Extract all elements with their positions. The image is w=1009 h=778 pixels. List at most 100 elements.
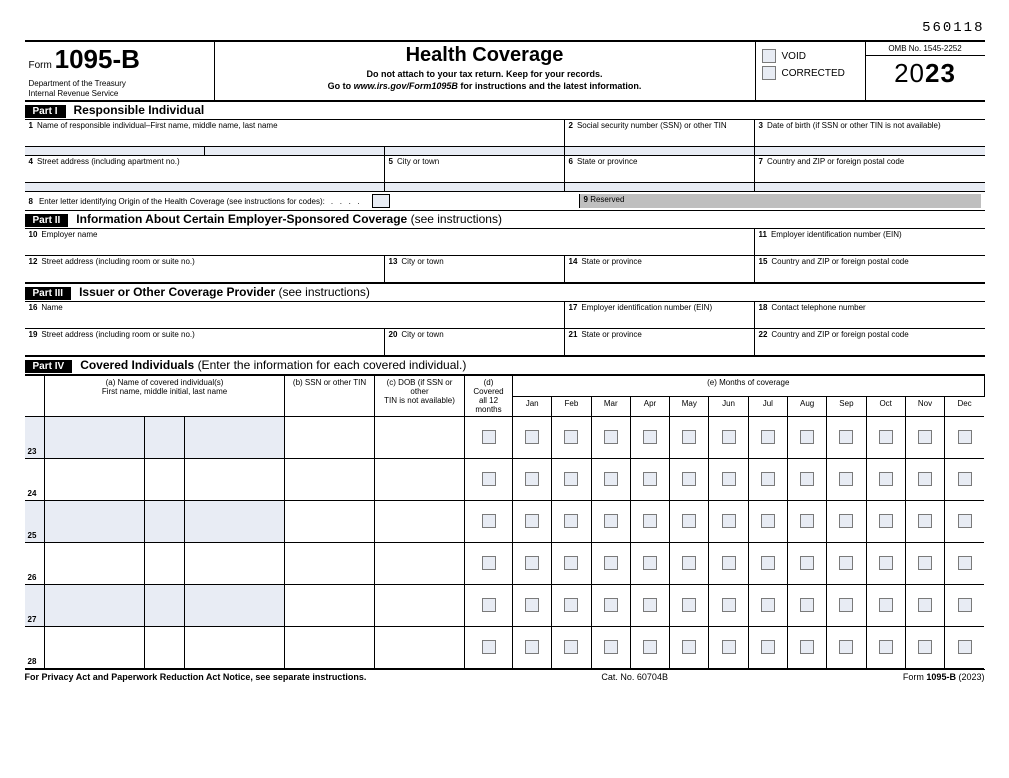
month-checkbox[interactable] bbox=[945, 543, 984, 585]
line6[interactable]: 6State or province bbox=[565, 156, 755, 182]
name-field[interactable] bbox=[45, 417, 145, 459]
month-checkbox[interactable] bbox=[591, 501, 630, 543]
line15[interactable]: 15Country and ZIP or foreign postal code bbox=[755, 256, 985, 282]
month-checkbox[interactable] bbox=[630, 417, 669, 459]
month-checkbox[interactable] bbox=[709, 585, 748, 627]
name-field[interactable] bbox=[185, 417, 285, 459]
month-checkbox[interactable] bbox=[552, 417, 591, 459]
name-field[interactable] bbox=[185, 585, 285, 627]
line21[interactable]: 21State or province bbox=[565, 329, 755, 355]
month-checkbox[interactable] bbox=[591, 417, 630, 459]
covered-all-checkbox[interactable] bbox=[465, 627, 513, 669]
dob-field[interactable] bbox=[375, 417, 465, 459]
line16[interactable]: 16Name bbox=[25, 302, 565, 328]
month-checkbox[interactable] bbox=[748, 627, 787, 669]
line17[interactable]: 17Employer identification number (EIN) bbox=[565, 302, 755, 328]
name-field[interactable] bbox=[45, 501, 145, 543]
month-checkbox[interactable] bbox=[905, 585, 944, 627]
month-checkbox[interactable] bbox=[591, 627, 630, 669]
month-checkbox[interactable] bbox=[513, 585, 552, 627]
month-checkbox[interactable] bbox=[866, 543, 905, 585]
line13[interactable]: 13City or town bbox=[385, 256, 565, 282]
month-checkbox[interactable] bbox=[670, 459, 709, 501]
name-field[interactable] bbox=[185, 543, 285, 585]
month-checkbox[interactable] bbox=[827, 543, 866, 585]
void-checkbox[interactable] bbox=[762, 49, 776, 63]
month-checkbox[interactable] bbox=[513, 459, 552, 501]
month-checkbox[interactable] bbox=[787, 627, 826, 669]
month-checkbox[interactable] bbox=[866, 501, 905, 543]
name-field[interactable] bbox=[185, 627, 285, 669]
month-checkbox[interactable] bbox=[552, 543, 591, 585]
month-checkbox[interactable] bbox=[552, 459, 591, 501]
covered-all-checkbox[interactable] bbox=[465, 543, 513, 585]
line5[interactable]: 5City or town bbox=[385, 156, 565, 182]
line1[interactable]: 1Name of responsible individual–First na… bbox=[25, 120, 565, 146]
line8-code-box[interactable] bbox=[372, 194, 390, 208]
month-checkbox[interactable] bbox=[513, 501, 552, 543]
dob-field[interactable] bbox=[375, 543, 465, 585]
month-checkbox[interactable] bbox=[866, 459, 905, 501]
dob-field[interactable] bbox=[375, 459, 465, 501]
month-checkbox[interactable] bbox=[787, 459, 826, 501]
month-checkbox[interactable] bbox=[552, 501, 591, 543]
ssn-field[interactable] bbox=[285, 627, 375, 669]
name-field[interactable] bbox=[145, 501, 185, 543]
month-checkbox[interactable] bbox=[905, 627, 944, 669]
month-checkbox[interactable] bbox=[552, 585, 591, 627]
covered-all-checkbox[interactable] bbox=[465, 501, 513, 543]
month-checkbox[interactable] bbox=[670, 417, 709, 459]
month-checkbox[interactable] bbox=[787, 417, 826, 459]
month-checkbox[interactable] bbox=[905, 417, 944, 459]
name-field[interactable] bbox=[45, 627, 145, 669]
month-checkbox[interactable] bbox=[827, 585, 866, 627]
line12[interactable]: 12Street address (including room or suit… bbox=[25, 256, 385, 282]
month-checkbox[interactable] bbox=[591, 585, 630, 627]
month-checkbox[interactable] bbox=[630, 585, 669, 627]
month-checkbox[interactable] bbox=[945, 501, 984, 543]
month-checkbox[interactable] bbox=[630, 501, 669, 543]
line2[interactable]: 2Social security number (SSN) or other T… bbox=[565, 120, 755, 146]
dob-field[interactable] bbox=[375, 627, 465, 669]
month-checkbox[interactable] bbox=[670, 585, 709, 627]
line20[interactable]: 20City or town bbox=[385, 329, 565, 355]
dob-field[interactable] bbox=[375, 585, 465, 627]
ssn-field[interactable] bbox=[285, 417, 375, 459]
month-checkbox[interactable] bbox=[945, 627, 984, 669]
month-checkbox[interactable] bbox=[630, 459, 669, 501]
line3[interactable]: 3Date of birth (if SSN or other TIN is n… bbox=[755, 120, 985, 146]
name-field[interactable] bbox=[145, 417, 185, 459]
month-checkbox[interactable] bbox=[513, 543, 552, 585]
month-checkbox[interactable] bbox=[945, 459, 984, 501]
month-checkbox[interactable] bbox=[709, 459, 748, 501]
month-checkbox[interactable] bbox=[945, 585, 984, 627]
month-checkbox[interactable] bbox=[787, 585, 826, 627]
month-checkbox[interactable] bbox=[513, 417, 552, 459]
corrected-checkbox[interactable] bbox=[762, 66, 776, 80]
name-field[interactable] bbox=[145, 543, 185, 585]
month-checkbox[interactable] bbox=[866, 585, 905, 627]
line10[interactable]: 10Employer name bbox=[25, 229, 755, 255]
month-checkbox[interactable] bbox=[905, 501, 944, 543]
month-checkbox[interactable] bbox=[709, 417, 748, 459]
month-checkbox[interactable] bbox=[905, 459, 944, 501]
month-checkbox[interactable] bbox=[748, 543, 787, 585]
line14[interactable]: 14State or province bbox=[565, 256, 755, 282]
month-checkbox[interactable] bbox=[827, 459, 866, 501]
month-checkbox[interactable] bbox=[670, 543, 709, 585]
ssn-field[interactable] bbox=[285, 543, 375, 585]
name-field[interactable] bbox=[145, 627, 185, 669]
month-checkbox[interactable] bbox=[630, 627, 669, 669]
month-checkbox[interactable] bbox=[748, 585, 787, 627]
line22[interactable]: 22Country and ZIP or foreign postal code bbox=[755, 329, 985, 355]
month-checkbox[interactable] bbox=[748, 501, 787, 543]
covered-all-checkbox[interactable] bbox=[465, 417, 513, 459]
month-checkbox[interactable] bbox=[787, 543, 826, 585]
month-checkbox[interactable] bbox=[866, 627, 905, 669]
covered-all-checkbox[interactable] bbox=[465, 459, 513, 501]
month-checkbox[interactable] bbox=[905, 543, 944, 585]
line18[interactable]: 18Contact telephone number bbox=[755, 302, 985, 328]
line11[interactable]: 11Employer identification number (EIN) bbox=[755, 229, 985, 255]
month-checkbox[interactable] bbox=[827, 627, 866, 669]
ssn-field[interactable] bbox=[285, 459, 375, 501]
